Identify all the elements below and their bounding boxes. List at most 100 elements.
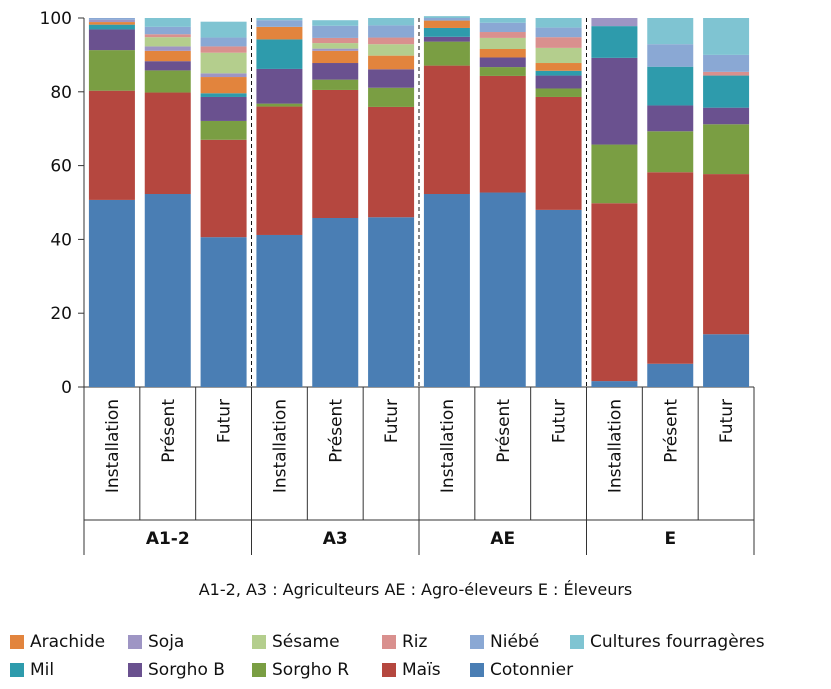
- bar-segment: [535, 209, 582, 387]
- category-label: Présent: [494, 399, 514, 463]
- bar-segment: [88, 19, 135, 23]
- legend-swatch: [252, 635, 266, 649]
- category-label: Installation: [605, 399, 625, 493]
- bar-segment: [479, 32, 526, 38]
- y-tick-label: 60: [50, 157, 72, 177]
- bar-segment: [368, 37, 415, 45]
- bar-segment: [479, 75, 526, 193]
- bar-segment: [535, 96, 582, 210]
- bar-segment: [144, 37, 191, 47]
- legend: Arachide Soja Sésame Riz Niébé Cultures fourr…: [10, 628, 830, 684]
- y-tick-label: 80: [50, 83, 72, 103]
- bar-segment: [368, 87, 415, 107]
- bar-segment: [703, 54, 750, 72]
- bar-segment: [200, 120, 247, 140]
- bar-segment: [535, 18, 582, 28]
- legend-label: Riz: [402, 632, 428, 652]
- bar-segment: [535, 37, 582, 48]
- legend-swatch: [470, 663, 484, 677]
- bar-segment: [368, 18, 415, 26]
- stacked-bar-chart: 0 20 40 60 80 100 Installation Présent Futur A1-2…: [40, 9, 755, 555]
- legend-swatch: [382, 635, 396, 649]
- legend-item: Riz: [382, 632, 470, 652]
- bar-segment: [479, 37, 526, 49]
- bar-segment: [144, 26, 191, 35]
- legend-swatch: [570, 635, 584, 649]
- legend-swatch: [382, 663, 396, 677]
- bar-segment: [703, 75, 750, 108]
- legend-label: Arachide: [30, 632, 106, 652]
- bar-segment: [200, 237, 247, 387]
- bar-segment: [200, 37, 247, 47]
- bar-segment: [312, 50, 359, 64]
- legend-row: Arachide Soja Sésame Riz Niébé Cultures fourr…: [10, 628, 830, 656]
- bar-segment: [423, 20, 470, 28]
- bar-segment: [200, 96, 247, 121]
- legend-label: Sorgho R: [272, 660, 350, 680]
- bar-segment: [479, 57, 526, 68]
- bar-segment: [88, 24, 135, 30]
- bar-segment: [144, 18, 191, 27]
- bar-segment: [703, 334, 750, 387]
- y-tick-label: 0: [61, 378, 72, 398]
- legend-item: Sésame: [252, 632, 382, 652]
- legend-item: Arachide: [10, 632, 128, 652]
- legend-label: Sorgho B: [148, 660, 225, 680]
- bar-segment: [200, 77, 247, 94]
- bar-segment: [200, 139, 247, 238]
- bar-segment: [312, 63, 359, 80]
- legend-row: Mil Sorgho B Sorgho R Maïs Cotonnier: [10, 656, 830, 684]
- bar-segment: [479, 67, 526, 76]
- legend-label: Niébé: [490, 632, 540, 652]
- bar-segment: [647, 172, 694, 364]
- bar-segment: [312, 25, 359, 38]
- bar-segment: [703, 71, 750, 76]
- legend-item: Niébé: [470, 632, 570, 652]
- legend-item: Sorgho R: [252, 660, 382, 680]
- bar-segment: [479, 18, 526, 23]
- bar-segment: [591, 203, 638, 382]
- bar-segment: [312, 43, 359, 49]
- bar-segment: [144, 50, 191, 62]
- bar-segment: [312, 20, 359, 26]
- legend-swatch: [10, 635, 24, 649]
- category-label: Installation: [103, 399, 123, 493]
- bar-segment: [368, 44, 415, 56]
- bar-segment: [535, 27, 582, 38]
- bar-segment: [312, 89, 359, 218]
- bar-segment: [591, 18, 638, 27]
- y-tick-label: 40: [50, 230, 72, 250]
- bar-segment: [144, 61, 191, 71]
- bar-segment: [256, 20, 303, 27]
- bar-segment: [88, 29, 135, 51]
- bar-segment: [647, 105, 694, 132]
- bar-segment: [423, 27, 470, 37]
- bar-segment: [423, 18, 470, 21]
- bar-segment: [368, 25, 415, 38]
- bar-segment: [423, 194, 470, 387]
- legend-label: Soja: [148, 632, 185, 652]
- bar-segment: [144, 46, 191, 51]
- category-label: Installation: [270, 399, 290, 493]
- bar-segment: [200, 21, 247, 38]
- group-label: A1-2: [146, 529, 190, 549]
- bar-segment: [591, 144, 638, 204]
- y-tick-label: 100: [40, 9, 72, 29]
- bar-segment: [144, 92, 191, 195]
- bar-segment: [591, 57, 638, 145]
- legend-label: Cultures fourragères: [590, 632, 765, 652]
- legend-swatch: [128, 635, 142, 649]
- bar-segment: [144, 70, 191, 93]
- bar-segment: [368, 106, 415, 218]
- bar-segment: [312, 79, 359, 90]
- bar-segment: [312, 37, 359, 44]
- bar-segment: [479, 22, 526, 33]
- bar-segment: [423, 41, 470, 66]
- legend-item: Soja: [128, 632, 252, 652]
- bar-segment: [591, 381, 638, 387]
- bar-segment: [88, 50, 135, 91]
- bar-segment: [703, 124, 750, 175]
- group-label: E: [664, 529, 676, 549]
- bar-segment: [647, 363, 694, 387]
- bar-segment: [88, 199, 135, 387]
